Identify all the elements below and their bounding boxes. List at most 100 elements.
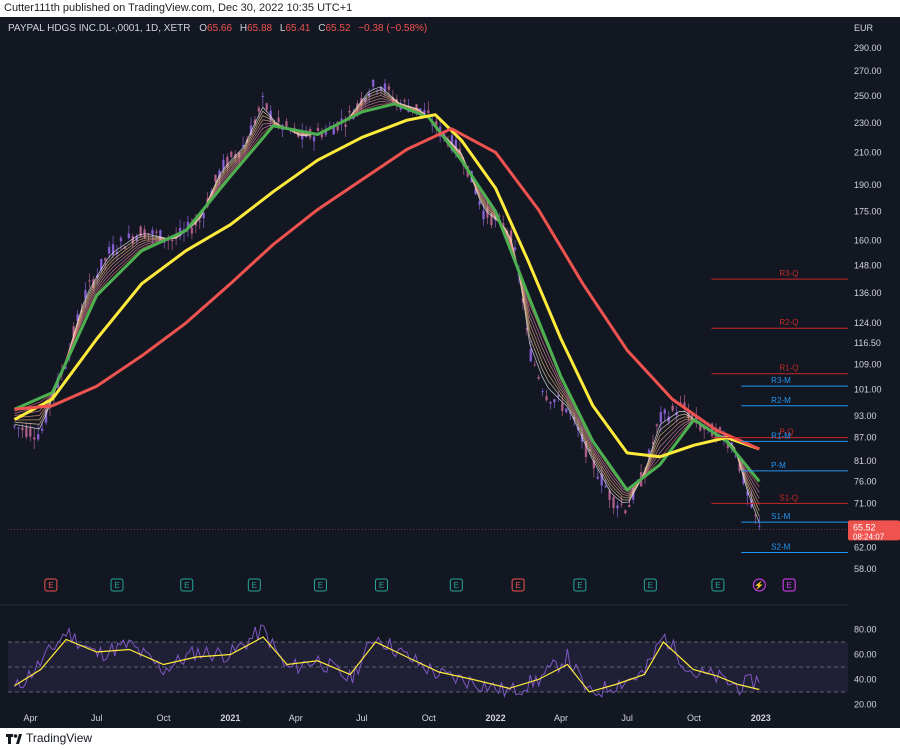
earnings-marker-label: E (114, 581, 119, 590)
candle-body (513, 247, 517, 250)
candle-body (600, 473, 603, 486)
legend-open-value: 65.66 (207, 23, 232, 34)
candle-body (127, 233, 131, 239)
time-axis[interactable]: Apr Jul Oct 2021 Apr Jul Oct 2022 Apr Jul Oct 2023 (24, 713, 771, 723)
candle-body (620, 503, 623, 505)
candle-body (72, 326, 75, 337)
candle-body (33, 437, 36, 440)
candle-body (612, 497, 615, 509)
time-tick-label: Oct (422, 713, 437, 723)
candle-body (754, 514, 757, 516)
candle-body (135, 235, 138, 241)
earnings-marker-icon (643, 578, 657, 592)
candle-body (624, 510, 627, 514)
price-tick-label: 175.00 (854, 206, 882, 216)
price-tick-label: 87.00 (854, 433, 877, 443)
candle-body (478, 201, 481, 205)
candle-body (107, 246, 111, 254)
symbol-legend: PAYPAL HDGS INC.DL-,0001, 1D, XETR O65.6… (8, 23, 427, 34)
candle-body (40, 428, 44, 431)
candle-body (119, 237, 123, 242)
candle-body (702, 428, 706, 430)
candle-body (651, 442, 655, 444)
candle-body (88, 280, 91, 282)
pivot-label-r3-q: R3-Q (779, 269, 798, 278)
price-tick-label: 250.00 (854, 91, 882, 101)
candle-body (604, 486, 607, 488)
candle-body (379, 87, 383, 91)
candle-body (277, 117, 280, 123)
candle-body (340, 118, 343, 123)
candle-body (226, 156, 229, 168)
candle-body (222, 159, 225, 170)
earnings-marker-label: E (715, 581, 720, 590)
price-tick-label: 62.00 (854, 542, 877, 552)
candle-body (427, 110, 430, 113)
earnings-marker-icon (573, 578, 587, 592)
time-tick-label: Apr (289, 713, 303, 723)
candle-body (249, 125, 253, 135)
candle-body (419, 108, 422, 111)
candle-body (616, 505, 619, 509)
price-tick-label: 270.00 (854, 66, 882, 76)
candle-body (746, 491, 749, 496)
pivot-label-r1-q: R1-Q (779, 364, 798, 373)
price-tick-label: 93.00 (854, 411, 877, 421)
time-tick-label: Oct (156, 713, 171, 723)
candle-body (336, 121, 339, 131)
time-tick-label: Jul (356, 713, 368, 723)
candle-body (383, 83, 387, 92)
candle-body (269, 110, 272, 121)
candle-body (214, 174, 217, 182)
candle-body (667, 416, 670, 422)
legend-symbol: PAYPAL HDGS INC.DL-,0001, 1D, XETR (8, 23, 190, 34)
ema-line-yellow (13, 113, 760, 459)
candle-body (371, 79, 375, 87)
rsi-pane[interactable] (8, 624, 848, 699)
candle-body (691, 413, 694, 417)
svg-text:PAYPAL HDGS INC.DL-,0001, 1D,: PAYPAL HDGS INC.DL-,0001, 1D, XETR O65.6… (8, 23, 427, 34)
candle-body (312, 136, 316, 142)
candle-body (695, 414, 698, 424)
candle-body (44, 409, 48, 423)
rsi-tick-label: 60.00 (854, 650, 877, 660)
candle-body (21, 427, 24, 431)
price-chart[interactable]: R3-Q R2-Q R1-Q R3-M R2-M P-QR1-M P-M S1-Q S1-M S2… (0, 17, 900, 728)
legend-open-label: O (199, 23, 207, 34)
candle-body (663, 409, 666, 414)
tradingview-logo-icon (6, 734, 22, 744)
candle-body (320, 132, 324, 138)
price-tick-label: 81.00 (854, 456, 877, 466)
earnings-marker-icon (180, 578, 194, 592)
candle-body (230, 151, 233, 157)
candle-body (139, 226, 142, 238)
candle-body (17, 427, 20, 429)
price-axis[interactable]: EUR 290.00 270.00 250.00 230.00 210.00 190.00 1… (848, 17, 900, 728)
candle-body (659, 412, 663, 423)
rsi-tick-label: 40.00 (854, 675, 877, 685)
candle-body (344, 124, 347, 128)
earnings-marker-label: E (648, 581, 653, 590)
candle-body (592, 460, 596, 469)
candle-body (553, 399, 556, 403)
candle-body (285, 121, 288, 127)
candle-body (297, 133, 300, 138)
time-tick-label: 2023 (751, 713, 771, 723)
earnings-marker-label: E (577, 581, 582, 590)
candle-body (147, 232, 150, 234)
price-tick-label: 136.00 (854, 288, 882, 298)
candle-body (498, 215, 501, 217)
price-tick-label: 109.00 (854, 360, 882, 370)
pivot-label-s1-q: S1-Q (779, 493, 798, 502)
ema-ribbon-line (14, 97, 760, 499)
candle-body (293, 127, 296, 130)
candle-body (699, 424, 702, 431)
candle-body (111, 244, 115, 256)
candle-body (403, 99, 406, 102)
price-tick-label: 58.00 (854, 564, 877, 574)
main-pane[interactable]: R3-Q R2-Q R1-Q R3-M R2-M P-QR1-M P-M S1-Q S1-M S2… (0, 78, 900, 606)
earnings-marker-icon (511, 578, 525, 592)
candle-body (458, 148, 462, 153)
legend-low-label: L (280, 23, 286, 34)
rsi-tick-label: 80.00 (854, 625, 877, 635)
